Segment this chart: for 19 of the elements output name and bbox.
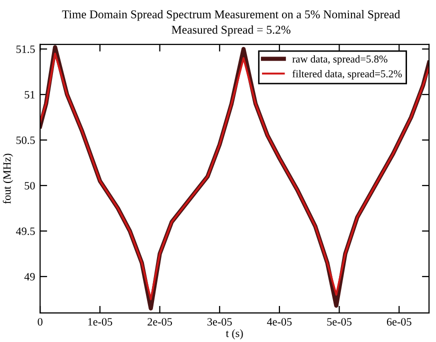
x-tick-label: 0: [38, 318, 42, 326]
legend-label: raw data, spread=5.8%: [292, 55, 388, 65]
y-tick-label: 50.5: [16, 136, 35, 144]
y-tick-label: 50: [24, 182, 35, 190]
x-tick-label: 2e-05: [148, 318, 172, 326]
y-tick-label: 51: [24, 91, 35, 98]
x-tick-label: 4e-05: [267, 318, 292, 326]
y-tick-label: 51.5: [16, 46, 35, 54]
chart-subtitle: Measured Spread = 5.2%: [172, 25, 290, 36]
y-tick-label: 49.5: [16, 228, 35, 236]
x-tick-label: 6e-05: [386, 318, 412, 326]
y-axis-title: fout (MHz): [2, 154, 14, 204]
x-axis-title: t (s): [226, 329, 243, 340]
chart-title: Time Domain Spread Spectrum Measurement on a 5% Nominal Spread: [62, 10, 400, 21]
x-tick-label: 1e-05: [88, 318, 112, 326]
x-tick-label: 5e-05: [327, 318, 352, 326]
y-tick-label: 49: [24, 273, 35, 280]
legend-label: filtered data, spread=5.2%: [292, 70, 402, 80]
x-tick-label: 3e-05: [207, 318, 232, 326]
